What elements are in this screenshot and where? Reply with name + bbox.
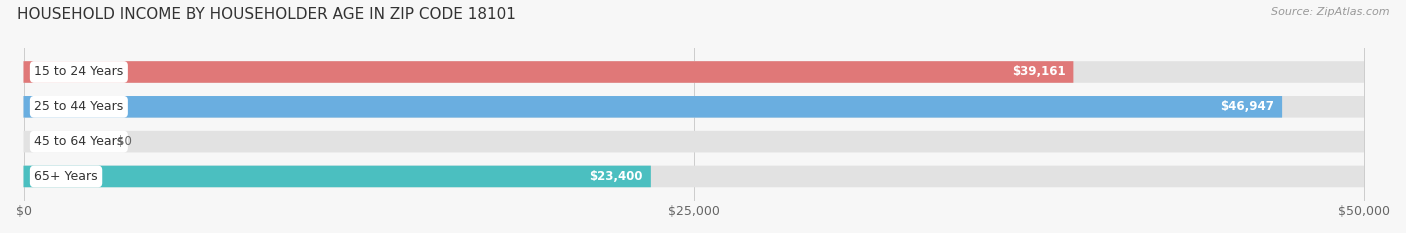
Text: HOUSEHOLD INCOME BY HOUSEHOLDER AGE IN ZIP CODE 18101: HOUSEHOLD INCOME BY HOUSEHOLDER AGE IN Z… <box>17 7 516 22</box>
Text: $0: $0 <box>117 135 132 148</box>
FancyBboxPatch shape <box>24 131 1364 152</box>
Text: 45 to 64 Years: 45 to 64 Years <box>34 135 124 148</box>
Text: $46,947: $46,947 <box>1220 100 1274 113</box>
FancyBboxPatch shape <box>24 166 651 187</box>
FancyBboxPatch shape <box>24 166 1364 187</box>
Text: $39,161: $39,161 <box>1012 65 1066 79</box>
Text: 15 to 24 Years: 15 to 24 Years <box>34 65 124 79</box>
FancyBboxPatch shape <box>24 96 1364 118</box>
Text: $23,400: $23,400 <box>589 170 643 183</box>
Text: 65+ Years: 65+ Years <box>34 170 98 183</box>
FancyBboxPatch shape <box>24 61 1073 83</box>
FancyBboxPatch shape <box>24 96 1282 118</box>
Text: 25 to 44 Years: 25 to 44 Years <box>34 100 124 113</box>
Text: Source: ZipAtlas.com: Source: ZipAtlas.com <box>1271 7 1389 17</box>
FancyBboxPatch shape <box>24 61 1364 83</box>
